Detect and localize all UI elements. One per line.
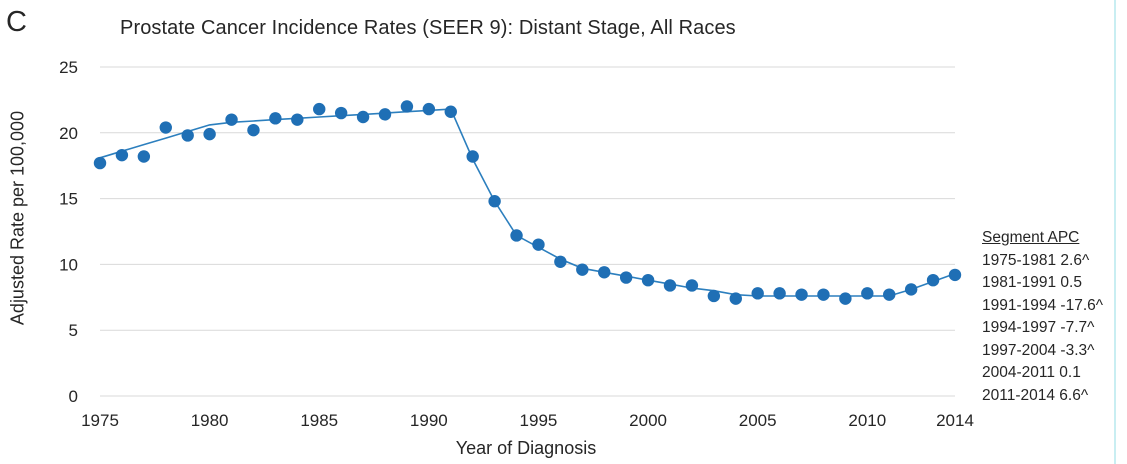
x-tick-label: 2010	[848, 411, 886, 430]
trend-line	[99, 108, 956, 297]
y-tick-label: 20	[59, 124, 78, 143]
data-point	[795, 288, 808, 301]
data-point	[356, 110, 370, 124]
x-tick-label: 1995	[520, 411, 558, 430]
data-point	[203, 127, 216, 141]
data-point	[181, 129, 194, 142]
data-point	[334, 106, 348, 120]
data-point	[444, 105, 457, 118]
data-point	[159, 121, 172, 134]
x-axis-label: Year of Diagnosis	[455, 438, 597, 458]
data-point	[883, 288, 896, 301]
data-point	[861, 287, 874, 300]
data-point	[400, 100, 414, 113]
data-point	[641, 273, 655, 287]
segment-apc-row: 2004-2011 0.1	[982, 364, 1081, 381]
x-tick-label: 1985	[300, 411, 338, 430]
trend-lines	[99, 108, 956, 297]
y-tick-label: 5	[69, 321, 78, 340]
segment-apc-header: Segment APC	[982, 229, 1080, 246]
y-tick-label: 0	[69, 387, 78, 406]
x-tick-label: 1975	[81, 411, 119, 430]
data-point	[115, 148, 129, 162]
data-point	[378, 108, 392, 121]
x-tick-label: 2014	[936, 411, 974, 430]
page-edge-divider	[1114, 0, 1116, 464]
data-point	[729, 292, 742, 305]
data-point	[488, 195, 501, 208]
data-point	[137, 150, 151, 163]
data-point	[291, 113, 304, 126]
y-tick-label: 25	[59, 58, 78, 77]
segment-apc-row: 1981-1991 0.5	[982, 274, 1082, 291]
data-point	[663, 279, 677, 292]
x-tick-label: 1990	[410, 411, 448, 430]
data-point	[619, 271, 633, 284]
data-point	[532, 238, 545, 251]
data-point	[554, 255, 567, 268]
data-point	[93, 156, 107, 170]
data-point	[926, 273, 940, 287]
data-point	[269, 112, 282, 125]
segment-apc-annotation: Segment APC 1975-1981 2.6^ 1981-1991 0.5…	[982, 227, 1103, 407]
segment-apc-row: 1975-1981 2.6^	[982, 251, 1090, 269]
data-point	[685, 279, 699, 292]
x-tick-label: 1980	[191, 411, 229, 430]
x-tick-label: 2005	[739, 411, 777, 430]
data-point	[904, 283, 918, 296]
segment-apc-row: 1997-2004 -3.3^	[982, 341, 1095, 359]
gridlines	[100, 66, 955, 397]
data-point	[313, 102, 326, 116]
y-tick-label: 15	[59, 190, 78, 209]
data-point	[598, 266, 611, 279]
panel-letter: C	[6, 6, 27, 38]
data-point	[247, 123, 260, 137]
chart-title: Prostate Cancer Incidence Rates (SEER 9)…	[120, 17, 736, 39]
y-tick-label: 10	[59, 255, 78, 274]
data-point	[948, 268, 962, 282]
segment-apc-row: 1991-1994 -17.6^	[982, 296, 1104, 314]
x-tick-label: 2000	[629, 411, 667, 430]
data-point	[839, 292, 852, 305]
data-point	[510, 229, 523, 242]
data-point	[576, 263, 589, 276]
data-point	[773, 287, 786, 300]
data-point	[422, 102, 436, 116]
data-points	[93, 100, 962, 305]
data-point	[707, 289, 721, 303]
data-point	[817, 288, 830, 301]
segment-apc-row: 2011-2014 6.6^	[982, 386, 1089, 404]
data-point	[225, 113, 238, 126]
y-tick-labels: 0 5 10 15 20 25	[59, 58, 78, 406]
data-point	[466, 150, 479, 163]
segment-apc-row: 1994-1997 -7.7^	[982, 319, 1095, 336]
x-tick-labels: 1975 1980 1985 1990 1995 2000 2005 2010 2014	[81, 411, 974, 430]
data-point	[751, 287, 764, 300]
